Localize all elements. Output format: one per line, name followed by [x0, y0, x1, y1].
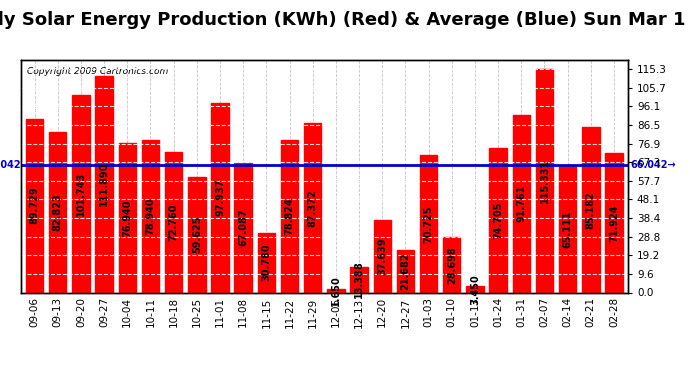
Text: 82.823: 82.823	[52, 194, 63, 231]
Text: ←66.042: ←66.042	[0, 159, 21, 170]
Bar	[95, 76, 113, 292]
Text: 66.042→: 66.042→	[630, 159, 676, 170]
Bar	[211, 103, 228, 292]
Bar	[559, 166, 576, 292]
Text: 13.388: 13.388	[354, 261, 364, 299]
Bar	[141, 140, 159, 292]
Bar	[489, 148, 507, 292]
Bar	[119, 143, 136, 292]
Text: 74.705: 74.705	[493, 201, 503, 239]
Text: 85.182: 85.182	[586, 191, 596, 229]
Text: 101.743: 101.743	[76, 172, 86, 216]
Text: 3.450: 3.450	[470, 274, 480, 304]
Bar	[443, 237, 460, 292]
Bar	[304, 123, 322, 292]
Text: 89.729: 89.729	[30, 187, 39, 224]
Bar	[26, 118, 43, 292]
Bar	[397, 251, 414, 292]
Bar	[466, 286, 484, 292]
Text: 21.682: 21.682	[400, 253, 411, 290]
Text: Weekly Solar Energy Production (KWh) (Red) & Average (Blue) Sun Mar 1 06:33: Weekly Solar Energy Production (KWh) (Re…	[0, 11, 690, 29]
Text: 72.760: 72.760	[168, 203, 179, 241]
Bar	[373, 220, 391, 292]
Bar	[281, 140, 298, 292]
Bar	[165, 152, 182, 292]
Text: 37.639: 37.639	[377, 237, 387, 275]
Text: 28.698: 28.698	[446, 246, 457, 284]
Bar	[49, 132, 66, 292]
Text: 71.924: 71.924	[609, 204, 619, 242]
Bar	[327, 289, 344, 292]
Text: 76.940: 76.940	[122, 199, 132, 237]
Bar	[513, 115, 530, 292]
Bar	[72, 95, 90, 292]
Text: 115.331: 115.331	[540, 159, 549, 203]
Bar	[235, 162, 252, 292]
Bar	[188, 177, 206, 292]
Text: Copyright 2009 Cartronics.com: Copyright 2009 Cartronics.com	[27, 67, 168, 76]
Text: 30.780: 30.780	[262, 244, 271, 282]
Text: 91.761: 91.761	[516, 185, 526, 222]
Bar	[582, 128, 600, 292]
Bar	[257, 233, 275, 292]
Text: 67.087: 67.087	[238, 209, 248, 246]
Text: 65.111: 65.111	[562, 211, 573, 248]
Text: 1.650: 1.650	[331, 276, 341, 306]
Text: 97.937: 97.937	[215, 179, 225, 216]
Text: 59.625: 59.625	[192, 216, 202, 254]
Bar	[420, 156, 437, 292]
Text: 70.725: 70.725	[424, 205, 433, 243]
Bar	[351, 267, 368, 292]
Text: 78.824: 78.824	[284, 197, 295, 235]
Bar	[535, 69, 553, 292]
Text: 87.372: 87.372	[308, 189, 317, 226]
Text: 78.940: 78.940	[146, 197, 155, 235]
Text: 111.890: 111.890	[99, 162, 109, 206]
Bar	[605, 153, 622, 292]
